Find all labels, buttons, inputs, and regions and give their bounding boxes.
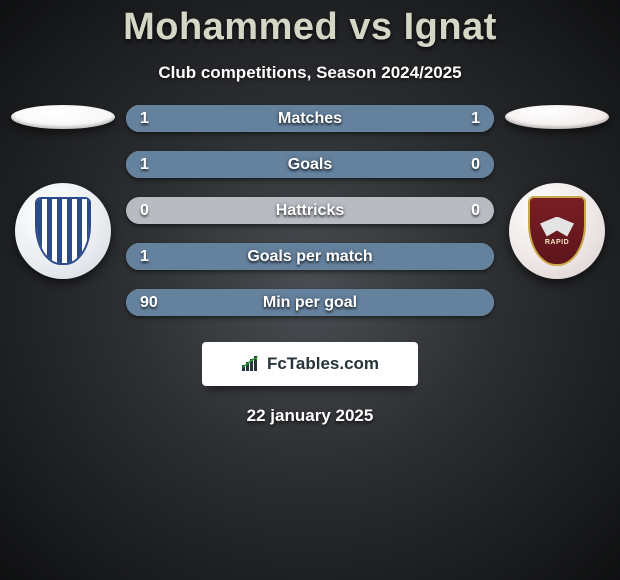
bar-chart-icon — [241, 356, 261, 372]
content-wrapper: Mohammed vs Ignat Club competitions, Sea… — [0, 0, 620, 426]
stat-row: Hattricks0 0 — [126, 197, 494, 224]
branding-box[interactable]: FcTables.com — [202, 342, 418, 386]
stat-value-left: 0 — [140, 197, 149, 224]
right-player-column: RAPID — [500, 105, 614, 279]
stat-bar-left — [126, 243, 494, 270]
stat-row: Min per goal90 — [126, 289, 494, 316]
subtitle: Club competitions, Season 2024/2025 — [0, 63, 620, 83]
page-title: Mohammed vs Ignat — [0, 6, 620, 49]
right-club-shield-icon: RAPID — [528, 196, 586, 266]
stats-column: Matches11 Goals10 Hattricks0 0 Goals per mat… — [120, 105, 500, 316]
left-club-shield-icon — [35, 197, 91, 265]
stat-bar-left — [126, 289, 494, 316]
stat-row: Goals10 — [126, 151, 494, 178]
comparison-layout: Matches11 Goals10 Hattricks0 0 Goals per mat… — [0, 105, 620, 316]
left-flag-icon — [11, 105, 115, 129]
left-player-column — [6, 105, 120, 279]
stat-label: Hattricks — [126, 197, 494, 224]
stat-row: Matches11 — [126, 105, 494, 132]
eagle-icon — [540, 217, 574, 237]
stat-bar-left — [126, 105, 310, 132]
date-label: 22 january 2025 — [0, 406, 620, 426]
right-club-badge: RAPID — [509, 183, 605, 279]
stat-row: Goals per match1 — [126, 243, 494, 270]
stat-value-right: 0 — [471, 197, 480, 224]
right-club-label: RAPID — [545, 239, 569, 246]
branding-text: FcTables.com — [267, 354, 379, 374]
left-club-stripes-icon — [37, 199, 89, 263]
left-club-badge — [15, 183, 111, 279]
stat-bar-right — [310, 105, 494, 132]
stat-bar-right — [439, 151, 494, 178]
right-flag-icon — [505, 105, 609, 129]
stat-bar-left — [126, 151, 439, 178]
